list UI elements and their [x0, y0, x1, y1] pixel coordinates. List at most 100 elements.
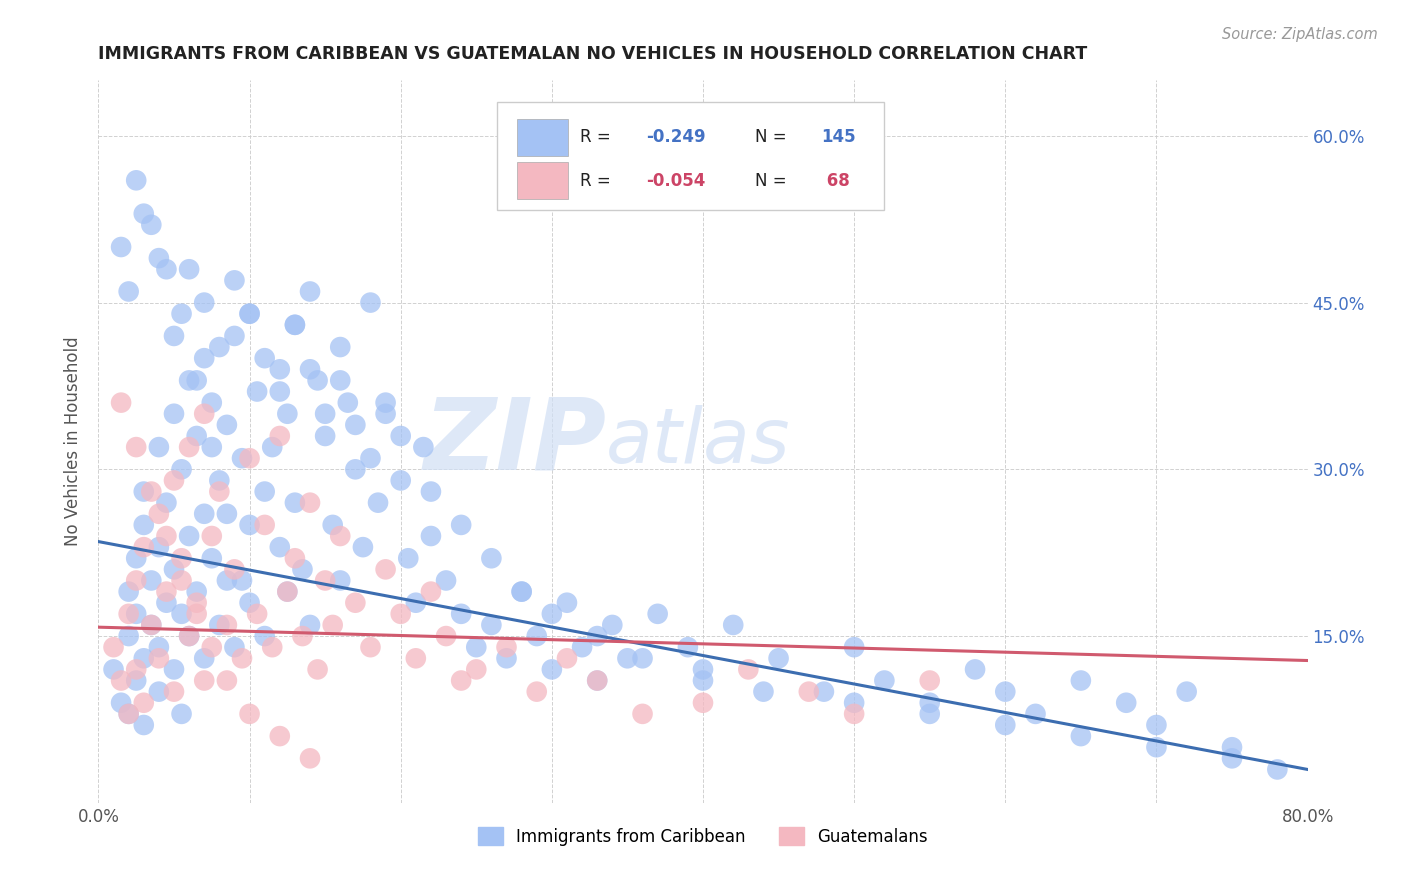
Point	[1220, 751, 1243, 765]
Text: R =: R =	[579, 172, 616, 190]
Point	[510, 584, 533, 599]
Point	[141, 618, 163, 632]
Point	[540, 662, 562, 676]
Point	[132, 718, 155, 732]
Point	[118, 584, 141, 599]
Point	[434, 574, 457, 588]
Point	[647, 607, 669, 621]
Text: IMMIGRANTS FROM CARIBBEAN VS GUATEMALAN NO VEHICLES IN HOUSEHOLD CORRELATION CHA: IMMIGRANTS FROM CARIBBEAN VS GUATEMALAN …	[98, 45, 1088, 63]
Point	[239, 706, 262, 721]
Point	[118, 285, 141, 299]
Point	[125, 607, 148, 621]
Point	[396, 551, 419, 566]
Point	[201, 551, 224, 566]
Point	[148, 440, 170, 454]
Point	[179, 373, 201, 387]
Point	[163, 474, 186, 488]
Point	[148, 540, 170, 554]
Point	[118, 706, 141, 721]
Point	[329, 574, 352, 588]
Point	[299, 496, 322, 510]
Point	[367, 496, 389, 510]
Point	[768, 651, 790, 665]
Point	[103, 662, 125, 676]
Point	[224, 640, 246, 655]
Point	[148, 640, 170, 655]
Point	[269, 429, 291, 443]
Point	[179, 629, 201, 643]
Text: R =: R =	[579, 128, 616, 146]
Point	[201, 440, 224, 454]
Point	[125, 440, 148, 454]
Text: N =: N =	[755, 128, 792, 146]
Point	[844, 640, 866, 655]
Point	[465, 662, 488, 676]
Point	[179, 629, 201, 643]
Point	[141, 484, 163, 499]
Point	[118, 629, 141, 643]
Point	[132, 484, 155, 499]
Point	[602, 618, 624, 632]
Point	[110, 696, 132, 710]
Point	[420, 484, 443, 499]
Point	[495, 651, 517, 665]
Point	[994, 684, 1017, 698]
Text: -0.249: -0.249	[647, 128, 706, 146]
Point	[389, 474, 412, 488]
Point	[141, 218, 163, 232]
Point	[329, 529, 352, 543]
Point	[118, 706, 141, 721]
Point	[844, 696, 866, 710]
Point	[231, 651, 253, 665]
Point	[322, 517, 344, 532]
Point	[224, 329, 246, 343]
Point	[412, 440, 434, 454]
Point	[586, 673, 609, 688]
Point	[360, 295, 382, 310]
Point	[918, 673, 941, 688]
Point	[1175, 684, 1198, 698]
Point	[215, 618, 238, 632]
FancyBboxPatch shape	[498, 102, 884, 211]
Point	[1070, 673, 1092, 688]
Point	[276, 584, 298, 599]
Point	[723, 618, 745, 632]
Point	[1070, 729, 1092, 743]
Point	[284, 318, 307, 332]
Point	[299, 285, 322, 299]
Point	[201, 395, 224, 409]
Point	[103, 640, 125, 655]
Point	[155, 596, 177, 610]
Point	[224, 273, 246, 287]
Point	[179, 262, 201, 277]
Point	[360, 451, 382, 466]
Point	[141, 574, 163, 588]
Point	[215, 673, 238, 688]
Point	[118, 607, 141, 621]
Point	[389, 607, 412, 621]
Point	[284, 318, 307, 332]
Point	[125, 173, 148, 187]
Point	[215, 417, 238, 432]
Point	[389, 429, 412, 443]
Text: 68: 68	[821, 172, 851, 190]
Point	[555, 651, 578, 665]
Point	[299, 618, 322, 632]
Point	[420, 529, 443, 543]
Point	[148, 684, 170, 698]
Point	[994, 718, 1017, 732]
Point	[526, 684, 548, 698]
Point	[631, 651, 654, 665]
Point	[125, 673, 148, 688]
Point	[253, 484, 276, 499]
Point	[239, 596, 262, 610]
FancyBboxPatch shape	[517, 162, 568, 200]
Point	[307, 373, 329, 387]
Point	[797, 684, 820, 698]
Point	[291, 562, 314, 576]
Point	[510, 584, 533, 599]
Point	[322, 618, 344, 632]
Point	[752, 684, 775, 698]
Point	[586, 673, 609, 688]
Point	[586, 629, 609, 643]
